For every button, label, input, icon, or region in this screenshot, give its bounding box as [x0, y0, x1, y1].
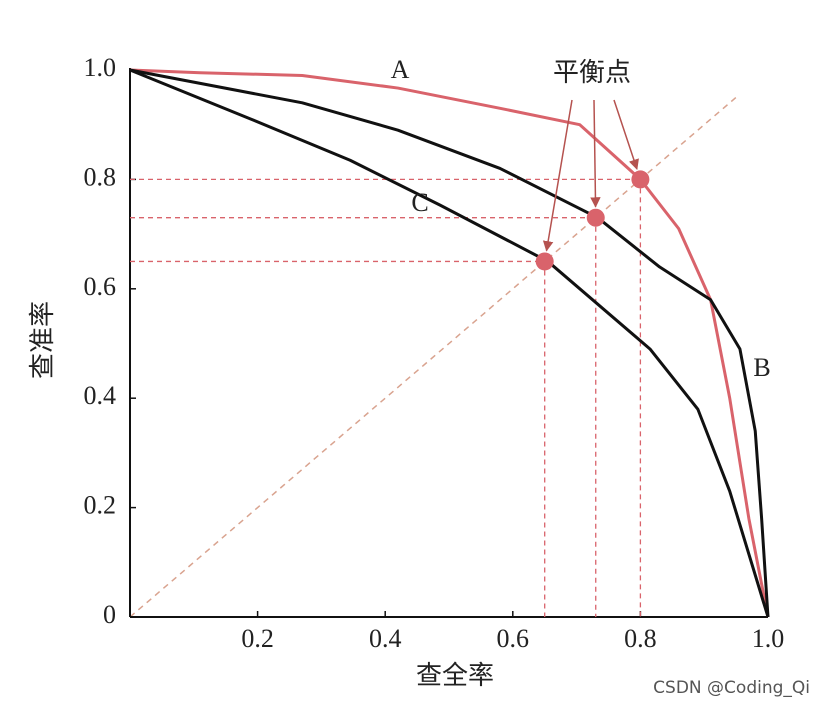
balance-point: [535, 252, 554, 271]
balance-point: [631, 170, 650, 189]
curve: [129, 68, 770, 618]
annotation-arrow: [590, 99, 601, 208]
curve-label: B: [753, 353, 770, 382]
x-tick-label: 1.0: [752, 624, 785, 653]
annotation-arrow: [613, 99, 639, 170]
x-axis-title: 查全率: [416, 661, 494, 690]
y-tick-label: 0.8: [84, 162, 117, 191]
watermark: CSDN @Coding_Qi: [653, 678, 810, 698]
curve-label: A: [391, 55, 410, 84]
balance-point: [586, 208, 605, 227]
y-tick-label: 0.2: [84, 491, 117, 520]
x-tick-label: 0.8: [624, 624, 657, 653]
y-tick-label: 0.6: [84, 272, 117, 301]
y-axis-title: 查准率: [28, 301, 57, 379]
y-tick-label: 1.0: [84, 53, 117, 82]
annotation: 平衡点: [553, 58, 631, 87]
annotation-arrow: [542, 99, 573, 252]
x-tick-label: 0.2: [241, 624, 274, 653]
x-tick-label: 0.4: [369, 624, 402, 653]
y-tick-label: 0.4: [84, 381, 117, 410]
x-tick-label: 0.6: [497, 624, 530, 653]
curve: [129, 68, 770, 618]
y-tick-label: 0: [103, 600, 116, 629]
curve-label: C: [411, 188, 428, 217]
